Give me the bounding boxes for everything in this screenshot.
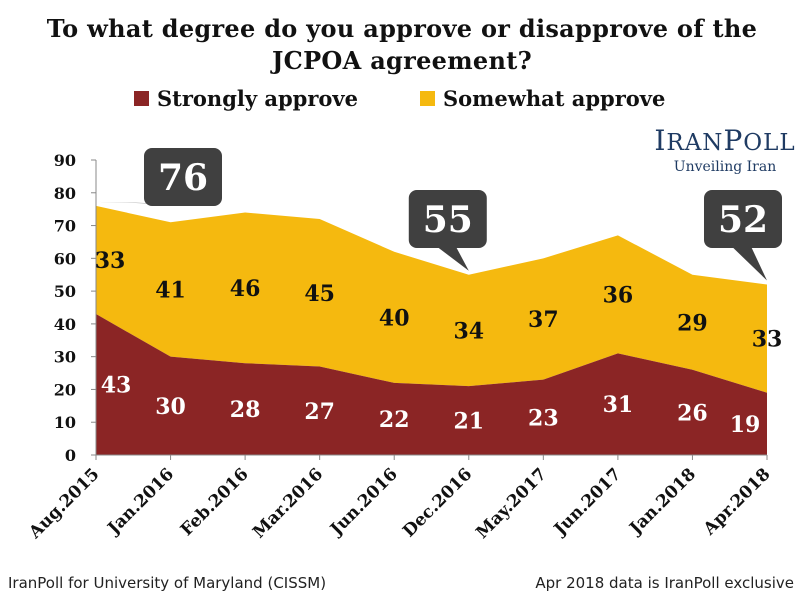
data-label-strongly: 43 bbox=[101, 373, 132, 399]
callout-box bbox=[704, 190, 782, 248]
logo-main-text: IRANPOLL bbox=[654, 124, 796, 157]
data-label-somewhat: 40 bbox=[379, 305, 410, 331]
callout-value: 52 bbox=[718, 199, 768, 241]
series-somewhat-area bbox=[96, 205, 767, 393]
y-tick-label: 10 bbox=[54, 413, 76, 432]
chart-title-line-2: JCPOA agreement? bbox=[272, 46, 532, 75]
data-label-somewhat: 34 bbox=[453, 318, 484, 344]
legend-swatch-strongly bbox=[134, 91, 149, 106]
y-tick-label: 20 bbox=[54, 380, 76, 399]
series-strongly-area bbox=[96, 314, 767, 455]
y-tick-label: 50 bbox=[54, 282, 76, 301]
x-tick-label: Apr.2018 bbox=[699, 464, 774, 539]
data-label-somewhat: 45 bbox=[304, 281, 335, 307]
y-tick-label: 0 bbox=[65, 446, 76, 465]
x-tick-label: Jun.2017 bbox=[549, 464, 625, 540]
data-label-somewhat: 37 bbox=[528, 307, 559, 333]
data-label-strongly: 23 bbox=[528, 405, 559, 431]
data-label-somewhat: 36 bbox=[603, 282, 634, 308]
callout-pointer bbox=[436, 246, 469, 271]
x-tick-label: Dec.2016 bbox=[399, 464, 476, 541]
legend-label-strongly: Strongly approve bbox=[157, 86, 358, 111]
logo-tagline: Unveiling Iran bbox=[673, 159, 777, 175]
x-tick-label: Jan.2018 bbox=[625, 464, 700, 539]
data-label-strongly: 21 bbox=[453, 409, 484, 435]
callout-pointer bbox=[731, 246, 767, 281]
y-tick-label: 40 bbox=[54, 315, 76, 334]
data-label-strongly: 31 bbox=[603, 392, 634, 418]
legend-item-strongly: Strongly approve bbox=[134, 86, 358, 111]
callout-box bbox=[144, 148, 222, 206]
iranpoll-logo: IRANPOLL Unveiling Iran bbox=[650, 124, 800, 175]
data-label-strongly: 26 bbox=[677, 400, 708, 426]
x-tick-label: Jun.2016 bbox=[325, 464, 401, 540]
data-label-strongly: 22 bbox=[379, 407, 410, 433]
x-tick-label: Feb.2016 bbox=[177, 464, 253, 540]
y-tick-label: 30 bbox=[54, 348, 76, 367]
callout-value: 55 bbox=[423, 199, 473, 241]
x-tick-label: May.2017 bbox=[472, 464, 550, 542]
x-tick-label: Aug.2015 bbox=[25, 464, 104, 543]
legend-swatch-somewhat bbox=[420, 91, 435, 106]
data-label-somewhat: 29 bbox=[677, 310, 708, 336]
y-tick-label: 70 bbox=[54, 217, 76, 236]
x-tick-label: Mar.2016 bbox=[249, 464, 327, 542]
y-tick-label: 60 bbox=[54, 249, 76, 268]
data-label-somewhat: 46 bbox=[230, 276, 261, 302]
chart-title-line-1: To what degree do you approve or disappr… bbox=[46, 14, 758, 43]
y-tick-label: 80 bbox=[54, 184, 76, 203]
footer-note: Apr 2018 data is IranPoll exclusive bbox=[535, 574, 794, 592]
x-tick-label: Jan.2016 bbox=[103, 464, 178, 539]
data-label-strongly: 27 bbox=[304, 399, 335, 425]
callout-value: 76 bbox=[158, 157, 208, 199]
y-tick-label: 90 bbox=[54, 151, 76, 170]
data-label-somewhat: 33 bbox=[95, 248, 126, 274]
data-label-somewhat: 41 bbox=[155, 277, 186, 303]
footer-source: IranPoll for University of Maryland (CIS… bbox=[8, 574, 327, 592]
legend-item-somewhat: Somewhat approve bbox=[420, 86, 665, 111]
callout-box bbox=[408, 190, 487, 248]
data-label-somewhat: 33 bbox=[752, 327, 783, 353]
data-label-strongly: 28 bbox=[230, 397, 261, 423]
legend-label-somewhat: Somewhat approve bbox=[443, 86, 666, 111]
data-label-strongly: 19 bbox=[730, 412, 761, 438]
data-label-strongly: 30 bbox=[155, 394, 186, 420]
